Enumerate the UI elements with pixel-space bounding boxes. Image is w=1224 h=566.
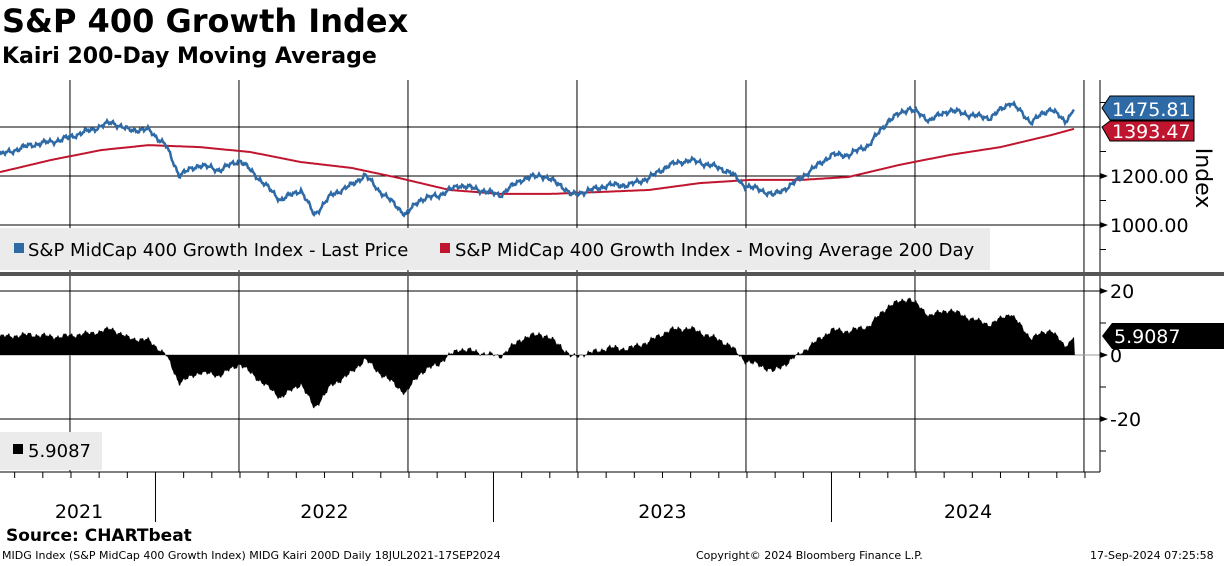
chart-subtitle: Kairi 200-Day Moving Average <box>2 44 377 69</box>
ma-200-line <box>0 127 1075 195</box>
kairi-legend-swatch <box>13 444 23 454</box>
y-tick-label: 20 <box>1110 281 1134 303</box>
ma-last-tag: 1393.47 <box>1101 120 1195 143</box>
kairi-legend-label: 5.9087 <box>28 441 91 462</box>
ticker-info: MIDG Index (S&P MidCap 400 Growth Index)… <box>2 549 501 562</box>
price-legend: S&P MidCap 400 Growth Index - Last Price… <box>0 228 990 270</box>
y-tick <box>1100 173 1108 179</box>
price-line <box>0 100 1075 218</box>
price-legend-label: S&P MidCap 400 Growth Index - Last Price <box>28 240 408 261</box>
svg-text:5.9087: 5.9087 <box>1114 326 1180 348</box>
ma-legend-swatch <box>440 243 450 253</box>
y-tick <box>1100 352 1108 358</box>
svg-text:1475.81: 1475.81 <box>1112 99 1191 121</box>
x-tick-label: 2022 <box>300 501 348 523</box>
panel-divider[interactable] <box>0 272 1224 276</box>
source-label: Source: CHARTbeat <box>6 526 192 546</box>
kairi-legend: 5.9087 <box>0 432 102 470</box>
kairi-last-tag: 5.9087 <box>1102 323 1224 349</box>
chart-title: S&P 400 Growth Index <box>2 2 409 40</box>
x-tick-label: 2024 <box>944 501 992 523</box>
kairi-area <box>0 297 1075 409</box>
svg-text:1393.47: 1393.47 <box>1112 121 1191 143</box>
timestamp: 17-Sep-2024 07:25:58 <box>1090 549 1214 562</box>
y-axis-label: Index <box>1190 148 1215 209</box>
ma-legend-label: S&P MidCap 400 Growth Index - Moving Ave… <box>455 240 975 261</box>
y-tick <box>1100 416 1108 422</box>
y-tick <box>1100 288 1108 294</box>
x-tick-label: 2023 <box>638 501 686 523</box>
x-tick-label: 2021 <box>55 501 103 523</box>
copyright: Copyright© 2024 Bloomberg Finance L.P. <box>696 549 923 562</box>
y-tick-label: 0 <box>1110 345 1122 367</box>
y-tick-label: 1000.00 <box>1110 215 1189 237</box>
y-tick-label: -20 <box>1110 409 1141 431</box>
y-tick <box>1100 222 1108 228</box>
price-legend-swatch <box>14 243 24 253</box>
y-tick-label: 1200.00 <box>1110 166 1189 188</box>
price-last-tag: 1475.81 <box>1101 95 1195 121</box>
